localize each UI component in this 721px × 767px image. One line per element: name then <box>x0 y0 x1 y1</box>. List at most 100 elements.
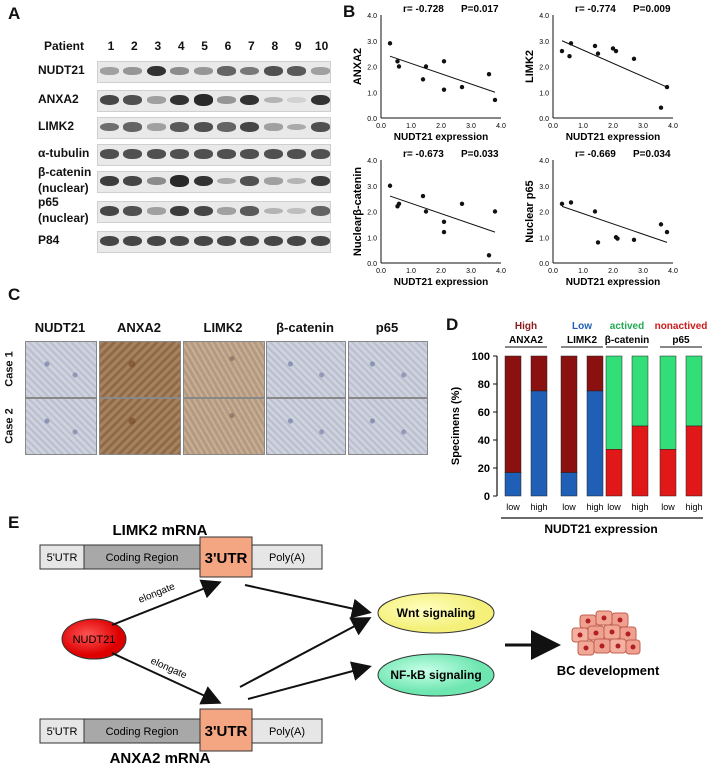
group-status-label: Low <box>572 321 592 332</box>
y-tick-label: 4.0 <box>367 158 377 165</box>
bar-lower-segment <box>504 472 522 497</box>
bar-x-label: low <box>562 502 576 512</box>
ihc-micrograph <box>348 398 428 455</box>
y-tick-label: 0 <box>484 491 490 503</box>
x-tick-label: 3.0 <box>638 268 648 275</box>
y-tick-label: 3.0 <box>539 184 549 191</box>
blot-band <box>193 205 213 217</box>
ihc-column-label: NUDT21 <box>34 320 86 335</box>
blot-band <box>287 66 307 76</box>
y-tick-label: 1.0 <box>539 235 549 242</box>
limk2-3utr-label: 3'UTR <box>205 550 248 567</box>
data-point <box>459 84 465 90</box>
blot-band <box>240 176 260 186</box>
blot-band <box>123 122 143 132</box>
ihc-micrograph <box>99 341 181 398</box>
x-tick-label: 2.0 <box>608 268 618 275</box>
data-point <box>441 229 447 235</box>
blot-strip <box>97 117 331 139</box>
correlation-r: r= -0.673 <box>403 149 444 160</box>
y-axis-label: ANXA2 <box>352 48 364 85</box>
blot-band <box>240 206 260 216</box>
data-point <box>613 48 619 54</box>
scatter-plot: 0.00.0 1.0 1.0 2.0 2.0 3.0 3.0 4.0 4.0 r= -0.728 P… <box>352 4 506 143</box>
blot-band <box>146 96 166 104</box>
x-tick-label: 3.0 <box>466 123 476 130</box>
data-point <box>387 41 393 46</box>
blot-band <box>310 67 330 75</box>
blot-band <box>263 235 283 247</box>
blot-band <box>287 97 307 103</box>
ihc-micrograph <box>266 398 346 455</box>
y-tick-label: 3.0 <box>539 39 549 46</box>
blot-band <box>287 177 307 185</box>
blot-band <box>123 235 143 247</box>
x-tick-label: 4.0 <box>496 268 506 275</box>
bar-lower-segment <box>586 390 604 497</box>
elongate-label-bottom: elongate <box>149 656 189 682</box>
y-tick-label: 40 <box>478 435 490 447</box>
ihc-micrograph <box>25 398 97 455</box>
lane-number: 9 <box>294 39 302 53</box>
wnt-signaling-label: Wnt signaling <box>397 606 476 620</box>
blot-band <box>100 149 119 159</box>
data-point <box>486 72 492 77</box>
blot-band <box>193 235 213 247</box>
limk2-5utr-box <box>39 544 85 570</box>
blot-band <box>146 123 166 131</box>
blot-band <box>217 149 236 159</box>
blot-band <box>263 96 283 104</box>
blot-band <box>263 66 283 76</box>
bar-x-label: low <box>607 502 621 512</box>
data-point <box>441 219 447 224</box>
blot-band <box>170 67 190 75</box>
x-tick-label: 2.0 <box>608 123 618 130</box>
panel-c-label: C <box>8 285 21 304</box>
data-point <box>658 105 664 110</box>
data-point <box>492 209 498 214</box>
bar-lower-segment <box>605 449 623 497</box>
data-point <box>567 54 572 59</box>
limk2-polya-label: Poly(A) <box>269 552 305 564</box>
data-point <box>441 59 447 64</box>
ihc-row-label: Case 1 <box>3 351 16 387</box>
anxa2-coding-box <box>83 718 201 744</box>
blot-band <box>100 122 119 132</box>
anxa2-5utr-box <box>39 718 85 744</box>
data-point <box>486 253 492 258</box>
blot-band <box>170 205 190 217</box>
anxa2-polya-label: Poly(A) <box>269 726 305 738</box>
group-gene-label: p65 <box>672 335 690 346</box>
regression-line <box>561 40 668 88</box>
blot-band <box>310 149 330 159</box>
y-tick-label: 0.0 <box>367 116 377 123</box>
bar-upper-segment <box>605 355 623 450</box>
ihc-micrograph <box>266 341 346 398</box>
anxa2-coding-label: Coding Region <box>106 726 179 738</box>
x-tick-label: 4.0 <box>668 268 678 275</box>
x-tick-label: 2.0 <box>436 268 446 275</box>
bar-x-label: high <box>631 502 648 512</box>
limk2-polya-box <box>251 544 323 570</box>
data-point <box>387 183 393 188</box>
panel-b-label: B <box>343 2 356 21</box>
x-tick-label: 3.0 <box>638 123 648 130</box>
anxa2-3utr-label: 3'UTR <box>205 723 248 740</box>
blot-band <box>310 175 330 187</box>
bar-x-label: low <box>506 502 520 512</box>
ihc-micrograph <box>25 341 97 398</box>
blot-band <box>263 123 283 131</box>
y-tick-label: 2.0 <box>367 210 377 217</box>
anxa2-5utr-label: 5'UTR <box>47 726 78 738</box>
bar-upper-segment <box>631 355 649 427</box>
x-tick-label: 1.0 <box>578 268 588 275</box>
y-tick-label: 0.0 <box>367 261 377 268</box>
lane-number: 3 <box>154 39 162 53</box>
patient-label: Patient <box>44 39 85 53</box>
scatter-plot: 0.00.0 1.0 1.0 2.0 2.0 3.0 3.0 4.0 4.0 r= -0.774 P… <box>524 4 678 143</box>
x-axis-label: NUDT21 expression <box>394 277 488 288</box>
blot-band <box>310 94 330 106</box>
ihc-micrograph <box>99 398 181 455</box>
